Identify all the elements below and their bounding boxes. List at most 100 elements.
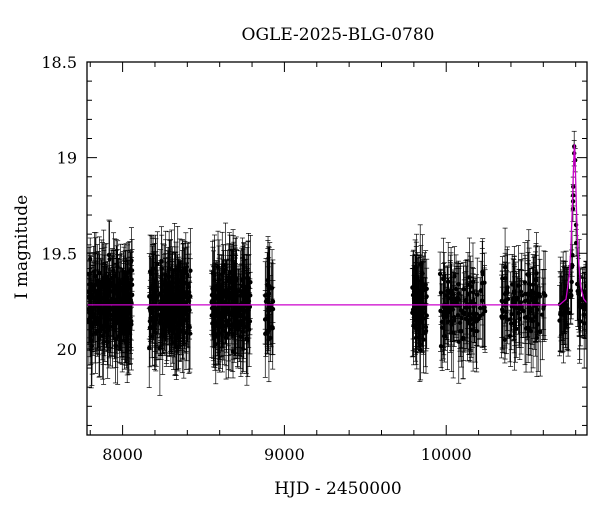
data-point: [153, 321, 158, 326]
data-point: [210, 286, 215, 291]
data-point: [463, 298, 468, 304]
data-point: [472, 317, 477, 323]
data-point: [557, 318, 562, 323]
data-point: [123, 326, 128, 332]
data-point: [517, 316, 523, 322]
data-point: [528, 306, 534, 311]
data-point: [477, 313, 483, 319]
data-point: [229, 290, 234, 296]
data-point: [121, 282, 127, 287]
data-point: [446, 279, 451, 284]
data-point: [456, 339, 461, 344]
data-point: [215, 283, 220, 288]
data-point: [95, 322, 101, 327]
data-point: [421, 316, 426, 321]
data-point: [176, 279, 181, 284]
data-point: [267, 307, 273, 313]
data-point: [233, 282, 238, 287]
data-point: [457, 303, 463, 308]
data-point: [522, 280, 528, 285]
data-point: [504, 309, 509, 315]
plot-frame: [86, 61, 588, 436]
data-point: [424, 294, 429, 299]
data-point: [119, 315, 124, 320]
data-point: [233, 314, 238, 319]
data-point: [448, 288, 453, 293]
data-point: [581, 312, 586, 317]
data-point: [461, 311, 466, 316]
data-point: [410, 307, 416, 312]
data-point: [155, 261, 160, 267]
data-point: [147, 269, 153, 274]
data-point: [103, 310, 108, 316]
data-point: [245, 338, 250, 343]
data-point: [518, 300, 524, 305]
data-point: [270, 299, 276, 304]
model-curve: [87, 144, 587, 306]
data-point: [414, 327, 419, 332]
data-point: [581, 307, 587, 312]
data-point: [558, 312, 563, 317]
data-point: [578, 297, 583, 302]
data-point: [161, 327, 166, 332]
data-point: [568, 294, 574, 299]
data-point: [538, 329, 543, 334]
y-axis-label: I magnitude: [12, 195, 32, 299]
data-point: [184, 294, 189, 300]
data-point: [523, 326, 529, 331]
data-point: [99, 282, 104, 287]
data-point: [535, 307, 540, 312]
data-point: [96, 278, 101, 283]
data-point: [93, 274, 99, 279]
y-tick-label: 20: [57, 340, 77, 359]
data-point: [181, 299, 187, 305]
data-point: [212, 312, 218, 317]
data-point: [97, 270, 102, 276]
data-point: [122, 299, 128, 304]
data-point: [248, 293, 253, 298]
data-point: [423, 330, 428, 335]
data-point: [112, 286, 117, 291]
data-point: [508, 316, 513, 322]
data-point: [475, 292, 480, 297]
data-point: [231, 273, 236, 279]
data-point: [265, 283, 271, 288]
data-point: [533, 277, 539, 283]
data-point: [472, 314, 478, 319]
data-point: [174, 344, 179, 349]
data-point: [524, 314, 530, 320]
data-point: [505, 290, 510, 295]
data-point: [213, 332, 218, 337]
data-point: [525, 292, 531, 297]
data-point: [113, 343, 118, 348]
data-point: [226, 331, 231, 336]
data-point: [112, 313, 117, 318]
data-point: [93, 330, 98, 336]
data-point: [413, 318, 418, 323]
x-tick-label: 8000: [102, 445, 143, 464]
data-point: [465, 292, 470, 297]
data-point: [534, 271, 539, 276]
data-point: [441, 304, 447, 310]
data-point: [511, 320, 517, 326]
data-point: [516, 306, 522, 311]
data-point: [415, 300, 421, 306]
data-point: [438, 290, 444, 295]
axis-tick-labels: 8000 9000 10000 18.5 19 19.5 20: [41, 53, 471, 464]
data-point: [525, 272, 530, 277]
data-point: [116, 295, 122, 300]
data-point: [418, 347, 423, 353]
data-point: [157, 346, 163, 351]
data-point: [107, 257, 112, 262]
data-point: [106, 252, 112, 258]
data-point: [482, 305, 487, 310]
data-point: [91, 288, 96, 293]
data-point: [246, 287, 251, 293]
data-point: [129, 322, 134, 327]
data-point: [98, 295, 104, 301]
chart-title: OGLE-2025-BLG-0780: [242, 25, 435, 45]
data-point: [101, 275, 106, 280]
data-point: [123, 276, 129, 281]
data-point: [147, 345, 152, 351]
